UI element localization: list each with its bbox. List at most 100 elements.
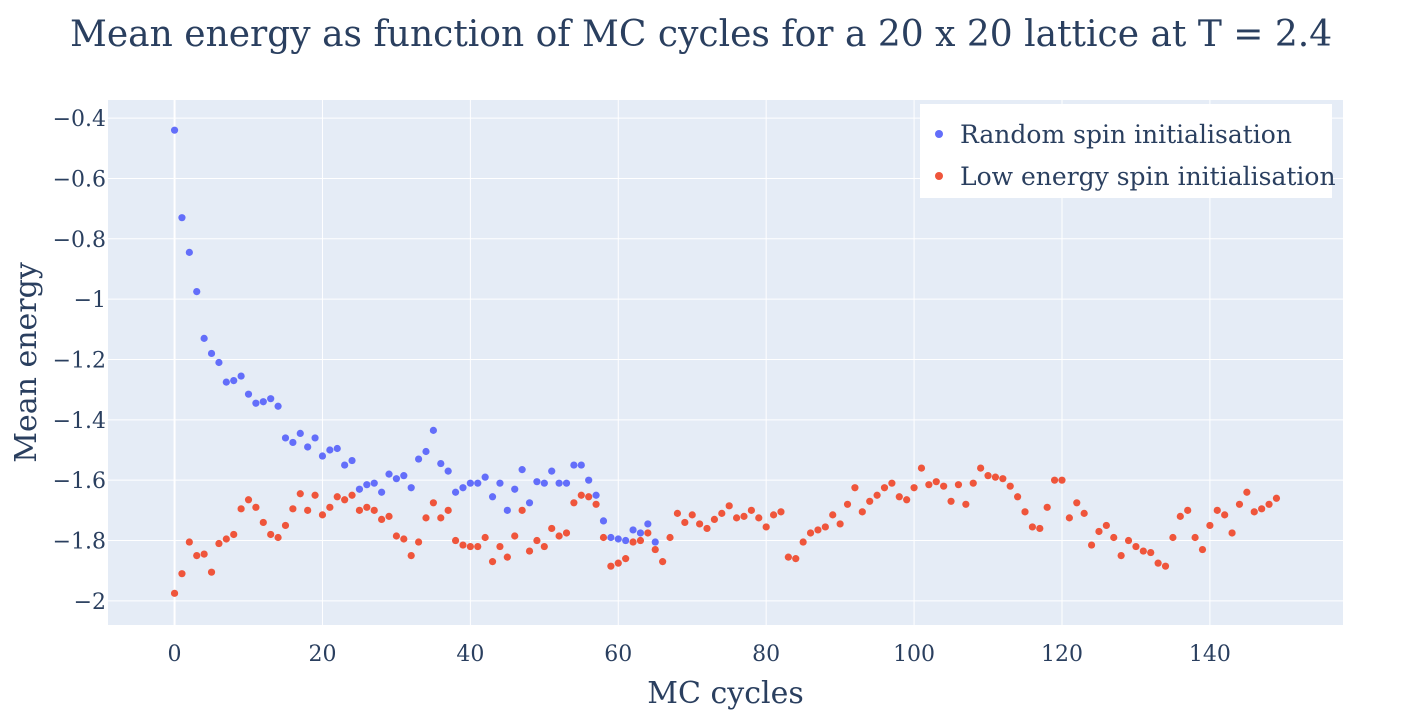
data-point (540, 542, 548, 551)
data-point (170, 126, 179, 134)
data-point (259, 398, 267, 406)
data-point (1147, 548, 1155, 557)
data-point (873, 491, 881, 499)
data-point (1184, 506, 1192, 514)
data-point (1043, 503, 1051, 511)
data-point (1080, 509, 1088, 517)
data-point (940, 482, 948, 490)
data-point (1191, 533, 1199, 542)
y-tick-labels: −0.4 −0.6 −0.8 −1 −1.2 −1.4 −1.6 −1.8 −2 (53, 107, 106, 615)
data-point (296, 490, 304, 498)
data-point (1169, 533, 1177, 542)
data-point (392, 475, 401, 483)
data-point (437, 459, 445, 468)
data-point (947, 497, 955, 505)
data-point (326, 503, 334, 511)
data-point (244, 390, 253, 398)
data-point (851, 484, 859, 492)
data-point (696, 520, 704, 528)
data-point (599, 517, 608, 525)
data-point (437, 514, 445, 522)
data-point (688, 511, 696, 519)
x-tick-label: 20 (308, 642, 336, 667)
data-point (629, 538, 637, 546)
data-point (252, 399, 260, 407)
data-point (230, 377, 238, 385)
data-point (215, 358, 223, 367)
data-point (880, 484, 889, 492)
legend-label: Random spin initialisation (960, 120, 1292, 149)
data-point (784, 553, 792, 561)
data-point (474, 542, 482, 551)
data-point (215, 539, 223, 548)
data-point (1102, 521, 1110, 530)
data-point (466, 542, 474, 551)
y-tick-label: −1.4 (53, 409, 106, 434)
data-point (333, 493, 341, 501)
data-point (666, 533, 674, 542)
data-point (991, 473, 1000, 481)
data-point (1221, 511, 1229, 519)
data-point (481, 473, 489, 481)
data-point (207, 349, 216, 358)
data-point (488, 558, 497, 566)
data-point (954, 481, 963, 489)
data-point (311, 434, 319, 442)
data-point (1021, 508, 1029, 516)
y-tick-label: −1.2 (53, 348, 106, 373)
data-point (274, 402, 282, 410)
data-point (444, 467, 452, 475)
data-point (644, 520, 652, 528)
data-point (289, 505, 297, 513)
data-point (304, 506, 312, 514)
data-point (1028, 523, 1037, 531)
data-point (237, 372, 245, 380)
data-point (355, 506, 364, 514)
data-point (636, 529, 645, 537)
legend[interactable]: Random spin initialisation Low energy spi… (920, 104, 1336, 198)
data-point (170, 589, 179, 597)
data-point (451, 488, 460, 496)
data-point (281, 521, 290, 530)
data-point (185, 538, 193, 546)
series-0 (170, 126, 659, 546)
data-point (777, 508, 785, 516)
x-tick-label: 120 (1041, 642, 1083, 667)
data-point (607, 533, 615, 542)
data-point (525, 547, 534, 555)
data-point (599, 533, 608, 542)
data-point (378, 515, 386, 523)
data-point (858, 508, 866, 516)
data-point (511, 532, 519, 540)
data-point (1272, 494, 1281, 502)
data-point (533, 478, 541, 486)
data-point (548, 524, 556, 533)
data-point (422, 447, 430, 456)
data-point (725, 502, 733, 510)
data-point (222, 378, 230, 386)
data-point (614, 559, 622, 567)
data-point (185, 248, 193, 256)
y-tick-label: −0.4 (53, 107, 106, 132)
y-axis-title: Mean energy (9, 262, 44, 463)
data-point (762, 523, 770, 531)
data-point (1213, 506, 1221, 514)
data-point (651, 538, 659, 546)
legend-marker (935, 130, 943, 138)
data-point (200, 550, 208, 558)
data-point (932, 478, 940, 486)
data-point (503, 506, 511, 514)
data-point (459, 541, 467, 549)
data-point (518, 466, 526, 474)
data-point (355, 485, 364, 493)
data-point (829, 511, 837, 519)
data-point (466, 479, 474, 487)
data-point (341, 496, 349, 504)
data-point (1228, 529, 1236, 537)
data-point (459, 484, 467, 492)
data-point (585, 493, 593, 501)
data-point (614, 535, 622, 543)
data-point (341, 461, 349, 469)
data-point (644, 529, 652, 537)
